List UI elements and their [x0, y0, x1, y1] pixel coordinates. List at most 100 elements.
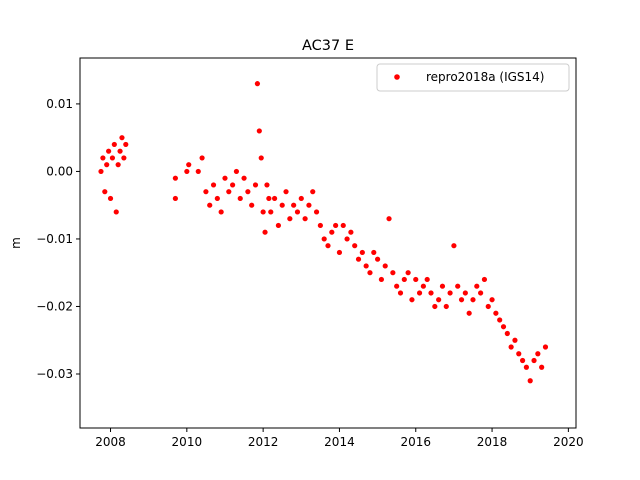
data-point	[439, 283, 446, 289]
data-point	[462, 290, 468, 296]
data-point	[447, 290, 453, 296]
data-point	[363, 263, 369, 269]
data-point	[252, 182, 259, 188]
data-point	[275, 222, 281, 229]
data-point	[420, 283, 426, 289]
data-point	[214, 195, 220, 202]
data-point	[325, 243, 331, 249]
data-point	[186, 162, 192, 168]
data-point	[262, 229, 268, 235]
data-point	[428, 290, 434, 296]
data-point	[371, 249, 377, 256]
data-point	[271, 195, 278, 202]
x-tick-label: 2018	[477, 435, 508, 449]
data-point	[436, 297, 442, 303]
data-point	[401, 276, 407, 283]
x-tick-label: 2008	[95, 435, 126, 449]
data-point	[432, 303, 438, 310]
data-point	[405, 270, 411, 276]
data-point	[478, 290, 484, 296]
data-point	[397, 290, 404, 296]
x-tick-label: 2014	[324, 435, 355, 449]
data-point	[260, 209, 266, 215]
data-point	[283, 189, 289, 195]
data-point	[258, 155, 264, 161]
data-point	[340, 222, 346, 229]
data-point	[298, 195, 304, 202]
data-point	[237, 195, 243, 202]
data-point	[172, 195, 178, 202]
data-point	[531, 357, 537, 364]
y-axis: 0.01 0.00 −0.01 −0.02 −0.03	[36, 97, 80, 381]
data-point	[210, 182, 217, 188]
data-point	[424, 276, 430, 283]
data-point	[348, 229, 354, 235]
data-point	[294, 209, 301, 215]
data-point	[121, 155, 127, 161]
x-tick-label: 2020	[553, 435, 584, 449]
legend-marker	[394, 74, 400, 80]
data-point	[184, 168, 190, 175]
data-point	[378, 276, 385, 283]
data-point	[207, 202, 213, 208]
plot-frame	[79, 57, 577, 429]
data-point	[386, 216, 392, 222]
data-point	[336, 249, 343, 256]
data-point	[218, 209, 224, 215]
data-point	[321, 236, 327, 242]
data-point	[123, 141, 129, 148]
data-point	[455, 283, 461, 289]
data-point	[344, 236, 350, 242]
data-point	[416, 290, 423, 296]
data-point	[390, 270, 396, 276]
data-point	[119, 135, 125, 141]
data-point	[470, 297, 476, 303]
y-tick-label: 0.01	[46, 97, 73, 111]
data-point	[413, 276, 419, 283]
data-point	[291, 202, 297, 208]
data-point	[230, 182, 236, 188]
data-point	[249, 202, 255, 208]
legend-frame	[376, 63, 570, 92]
data-point	[317, 222, 323, 229]
data-point	[489, 297, 495, 303]
data-point	[409, 297, 415, 303]
data-point	[523, 364, 530, 370]
data-point	[117, 148, 123, 154]
data-point	[287, 216, 293, 222]
data-point	[100, 155, 106, 161]
data-point	[226, 189, 232, 195]
x-tick-label: 2016	[400, 435, 431, 449]
y-axis-label: m	[9, 237, 23, 249]
y-tick-label: −0.02	[36, 299, 73, 313]
data-point	[451, 243, 457, 249]
data-point	[367, 270, 373, 276]
data-point	[504, 330, 510, 337]
data-point	[519, 357, 526, 364]
y-tick-label: −0.01	[36, 232, 73, 246]
data-point	[512, 337, 518, 343]
data-point	[102, 189, 108, 195]
y-tick-label: 0.00	[46, 164, 73, 178]
data-point	[104, 162, 110, 168]
data-point	[172, 175, 178, 181]
x-tick-label: 2012	[248, 435, 279, 449]
data-point	[443, 303, 449, 310]
data-point	[302, 216, 308, 222]
y-tick-label: −0.03	[36, 367, 73, 381]
data-point	[199, 155, 205, 161]
data-point	[382, 263, 388, 269]
data-point	[113, 209, 119, 215]
data-point	[352, 243, 358, 249]
data-point	[474, 283, 480, 289]
legend: repro2018a (IGS14)	[376, 63, 570, 92]
data-point	[107, 195, 114, 202]
data-point	[394, 283, 400, 289]
points-layer	[98, 81, 549, 384]
data-point	[508, 344, 514, 350]
data-point	[98, 168, 104, 175]
data-point	[106, 148, 112, 154]
data-point	[355, 256, 362, 262]
data-point	[245, 189, 251, 195]
chart-title: AC37 E	[302, 38, 354, 54]
